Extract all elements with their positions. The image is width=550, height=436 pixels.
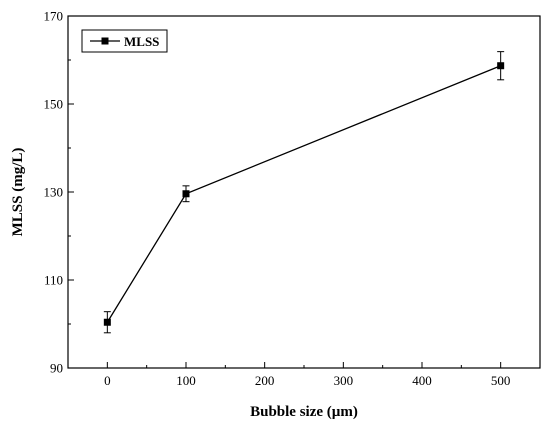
x-tick-label: 200	[255, 373, 275, 388]
x-tick-label: 400	[412, 373, 432, 388]
x-tick-label: 300	[334, 373, 354, 388]
y-tick-label: 110	[44, 273, 63, 288]
legend-box	[81, 29, 168, 53]
x-axis: 0 100 200 300 400 500	[104, 362, 510, 388]
x-axis-title: Bubble size (µm)	[250, 404, 358, 420]
x-tick-label: 100	[176, 373, 196, 388]
y-tick-label: 170	[44, 9, 64, 24]
data-point-marker	[103, 318, 111, 326]
x-tick-label: 0	[104, 373, 111, 388]
y-tick-label: 150	[44, 97, 64, 112]
y-tick-label: 130	[44, 185, 64, 200]
x-tick-label: 500	[491, 373, 511, 388]
y-axis: 90 110 130 150 170	[44, 9, 74, 376]
y-axis-title: MLSS (mg/L)	[10, 148, 26, 237]
legend: MLSS	[81, 29, 168, 53]
data-point-marker	[497, 62, 505, 70]
y-tick-label: 90	[50, 361, 63, 376]
legend-marker-swatch	[101, 37, 109, 45]
plot-frame	[67, 15, 541, 369]
legend-label: MLSS	[124, 34, 159, 49]
series-layer	[103, 51, 505, 334]
data-point-marker	[182, 190, 190, 198]
series-line	[106, 65, 501, 323]
